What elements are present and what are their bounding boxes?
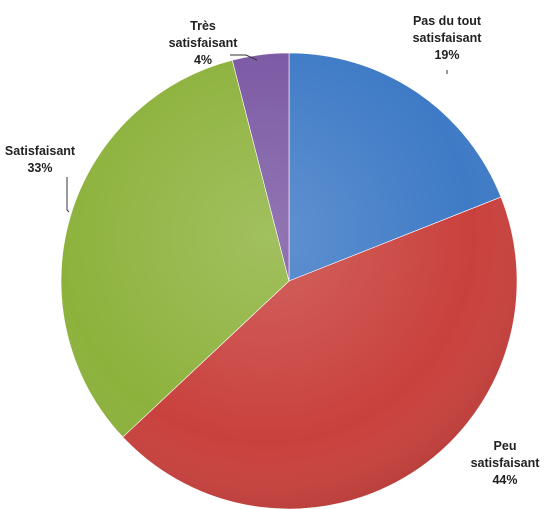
slice-category-label: Peu <box>494 439 517 453</box>
slice-value-label: 33% <box>27 161 52 175</box>
slice-label-1: Pas du tout satisfaisant 19% <box>413 14 483 62</box>
slice-value-label: 19% <box>434 48 459 62</box>
slice-value-label: 4% <box>194 53 212 67</box>
slice-label-2: Peu satisfaisant 44% <box>471 439 541 487</box>
slice-category-label: Très <box>190 19 216 33</box>
leader-lines <box>66 54 448 213</box>
slice-category-label: Satisfaisant <box>5 144 76 158</box>
slice-category-label: satisfaisant <box>471 456 541 470</box>
slice-label-4: Très satisfaisant 4% <box>169 19 239 67</box>
slice-category-label: satisfaisant <box>169 36 239 50</box>
slice-category-label: satisfaisant <box>413 31 483 45</box>
leader-line-3 <box>66 177 70 213</box>
slice-labels: Pas du tout satisfaisant 19% Peu satisfaisan… <box>5 14 540 487</box>
pie-slices <box>60 52 518 509</box>
slice-value-label: 44% <box>492 473 517 487</box>
leader-line-4 <box>230 54 258 61</box>
slice-category-label: Pas du tout <box>413 14 482 28</box>
slice-label-3: Satisfaisant 33% <box>5 144 76 175</box>
